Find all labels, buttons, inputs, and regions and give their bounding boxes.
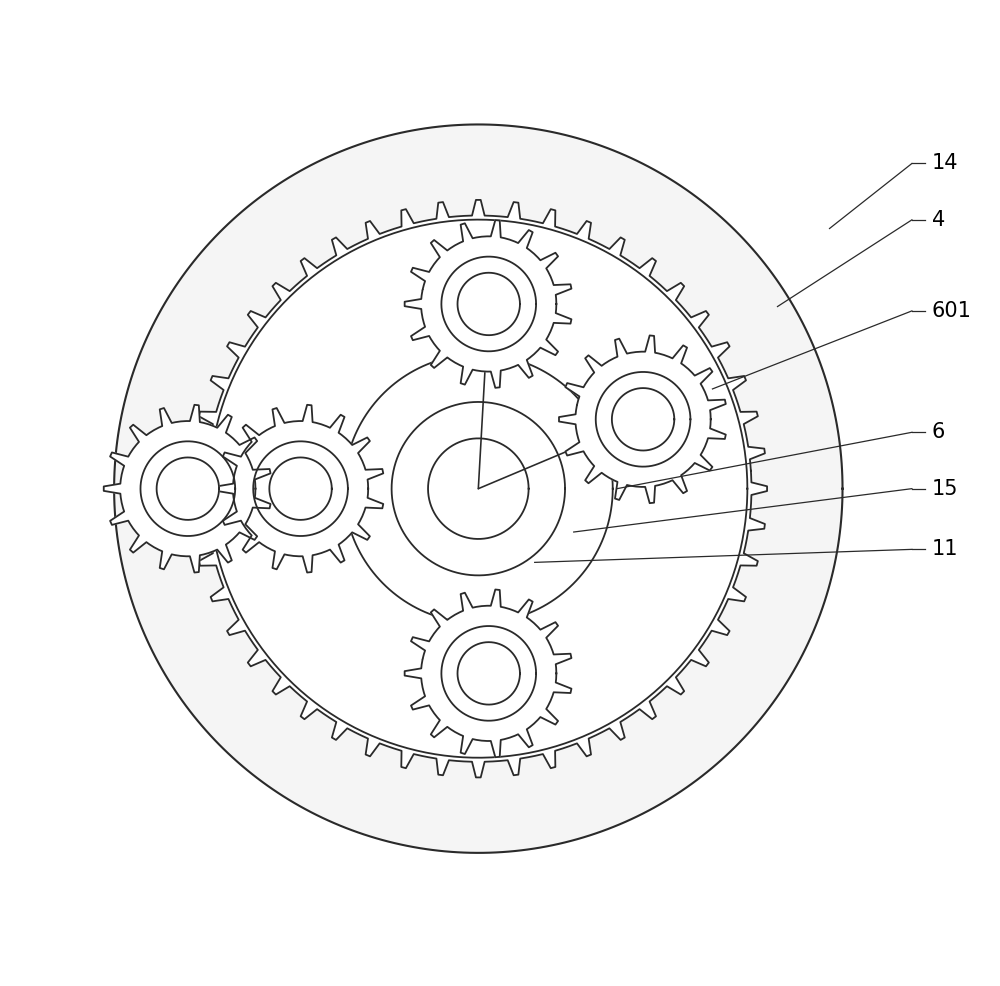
Polygon shape <box>269 458 332 520</box>
Text: 15: 15 <box>932 478 958 499</box>
Polygon shape <box>104 405 271 573</box>
Text: 6: 6 <box>932 422 945 443</box>
Polygon shape <box>205 216 751 762</box>
Polygon shape <box>559 335 726 503</box>
Polygon shape <box>405 220 571 387</box>
Polygon shape <box>612 388 674 451</box>
Text: 11: 11 <box>932 539 958 559</box>
Polygon shape <box>405 590 571 757</box>
Polygon shape <box>458 642 520 705</box>
Polygon shape <box>458 273 520 335</box>
Text: 4: 4 <box>932 210 945 230</box>
Polygon shape <box>114 124 843 853</box>
Polygon shape <box>157 458 219 520</box>
Text: 601: 601 <box>932 301 972 320</box>
Text: 14: 14 <box>932 154 958 174</box>
Polygon shape <box>216 405 383 573</box>
Polygon shape <box>190 200 767 777</box>
Polygon shape <box>344 354 613 623</box>
